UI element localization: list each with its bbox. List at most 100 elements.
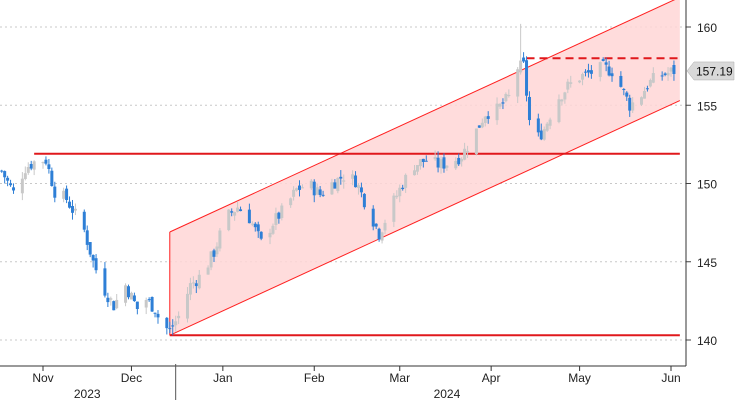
candle-down — [132, 295, 136, 302]
candle-up — [560, 99, 564, 102]
candle-down — [436, 157, 440, 168]
candle-down — [165, 317, 169, 329]
candle-down — [44, 159, 48, 164]
candle-down — [127, 286, 131, 298]
candle-up — [598, 62, 602, 77]
candle-down — [625, 92, 629, 97]
candle-down — [586, 70, 590, 73]
candle-down — [374, 223, 378, 227]
candle-up — [23, 173, 27, 180]
candle-down — [247, 209, 251, 224]
candle-down — [156, 313, 160, 318]
x-month-label: Nov — [32, 371, 53, 385]
candle-down — [371, 208, 375, 227]
candle-up — [566, 81, 570, 90]
x-month-label: Mar — [389, 371, 410, 385]
candle-up — [109, 298, 113, 300]
candle-up — [271, 225, 275, 234]
candle-up — [648, 80, 652, 87]
candle-up — [129, 292, 133, 300]
y-tick-label: 155 — [697, 99, 717, 113]
candle-down — [6, 177, 10, 181]
candle-up — [463, 148, 467, 160]
candle-down — [53, 186, 57, 198]
channel-upper-line — [169, 0, 676, 233]
candle-up — [642, 91, 646, 99]
candle-down — [12, 187, 16, 191]
candle-down — [601, 59, 605, 61]
candle-up — [336, 177, 340, 192]
candle-down — [171, 325, 175, 327]
candle-down — [501, 102, 505, 104]
candle-down — [239, 209, 243, 212]
candle-down — [339, 176, 343, 179]
candle-down — [29, 163, 33, 169]
candle-down — [147, 299, 151, 301]
candle-down — [377, 228, 381, 240]
candle-up — [215, 246, 219, 255]
candle-up — [115, 299, 119, 309]
candle-up — [233, 212, 237, 216]
candle-down — [539, 130, 543, 140]
candle-up — [483, 116, 487, 123]
candle-up — [569, 82, 573, 84]
x-month-label: Jun — [661, 371, 680, 385]
candle-up — [395, 195, 399, 198]
candle-down — [610, 73, 614, 77]
candle-down — [50, 170, 54, 187]
candle-up — [174, 321, 178, 326]
candle-down — [628, 97, 632, 111]
candle-down — [259, 231, 263, 239]
candle-down — [153, 312, 157, 314]
candle-up — [466, 151, 470, 153]
candle-up — [289, 198, 293, 206]
candle-down — [401, 187, 405, 190]
candle-down — [256, 224, 260, 232]
candle-up — [188, 283, 192, 295]
candle-down — [47, 164, 51, 170]
candle-down — [88, 242, 92, 255]
candle-up — [185, 293, 189, 319]
candle-down — [82, 211, 86, 230]
candle-up — [548, 119, 552, 126]
candle-up — [415, 164, 419, 172]
candle-up — [356, 185, 360, 188]
candle-up — [516, 69, 520, 97]
candle-up — [392, 195, 396, 222]
candle-down — [0, 170, 4, 172]
candle-down — [298, 185, 302, 190]
candle-up — [581, 73, 585, 80]
candle-up — [351, 174, 355, 179]
candle-up — [295, 188, 299, 191]
candle-up — [669, 67, 673, 72]
candle-up — [144, 299, 148, 308]
candle-up — [460, 158, 464, 162]
candle-up — [418, 159, 422, 167]
candle-down — [135, 301, 139, 310]
candle-up — [480, 122, 484, 128]
candle-up — [330, 182, 334, 195]
x-month-label: Apr — [482, 371, 501, 385]
candle-up — [519, 60, 523, 73]
candle-up — [197, 274, 201, 289]
candle-up — [315, 187, 319, 195]
candle-down — [168, 328, 172, 330]
candle-down — [194, 283, 198, 287]
candle-down — [589, 70, 593, 74]
candle-down — [68, 201, 72, 208]
x-year-label: 2024 — [434, 387, 461, 400]
candle-down — [253, 223, 257, 228]
candle-up — [32, 161, 36, 170]
candle-up — [557, 99, 561, 123]
candle-up — [41, 162, 45, 164]
y-tick-label: 150 — [697, 178, 717, 192]
candle-down — [362, 193, 366, 208]
candle-down — [522, 57, 526, 62]
candle-up — [651, 73, 655, 83]
channel-fill — [169, 0, 680, 336]
x-month-label: Feb — [304, 371, 325, 385]
candle-up — [292, 189, 296, 197]
candle-down — [663, 73, 667, 75]
candle-up — [445, 165, 449, 168]
